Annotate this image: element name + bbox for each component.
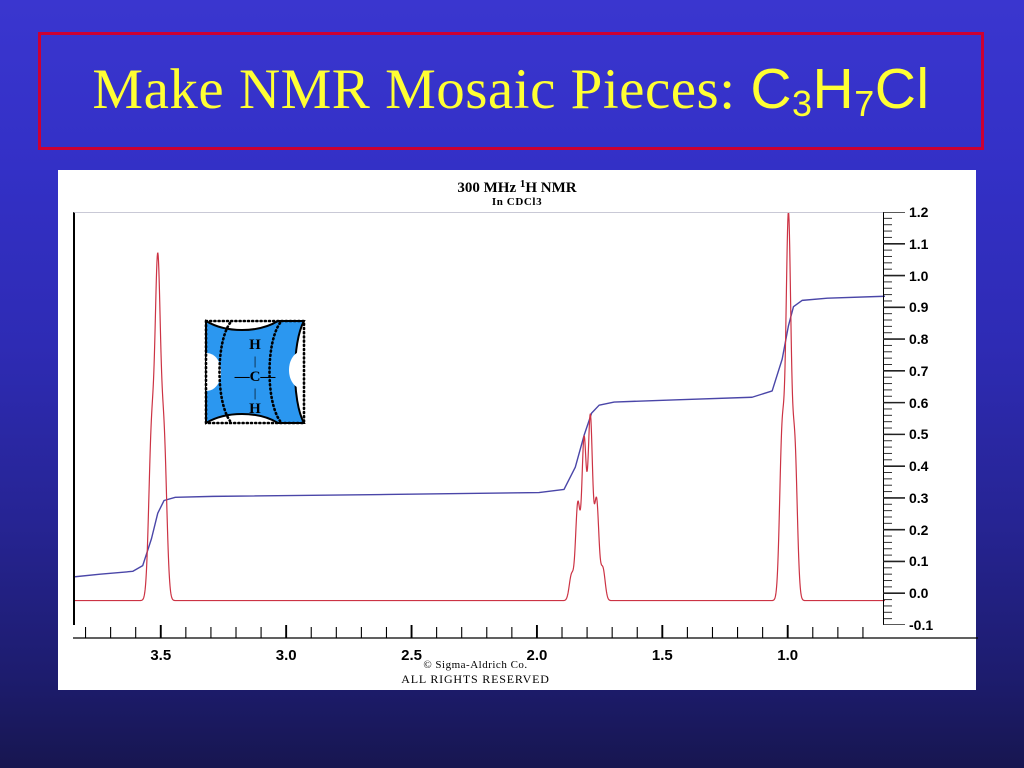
piece-left-socket	[206, 353, 221, 391]
y-axis-tick-label: 1.0	[909, 267, 929, 284]
piece-label-c: —C—	[234, 369, 277, 385]
integral-curve	[75, 295, 885, 578]
copyright-line-2: ALL RIGHTS RESERVED	[401, 672, 550, 686]
title-separator: :	[719, 57, 751, 121]
piece-right-socket	[289, 351, 304, 389]
y-axis-tick-label: 0.8	[909, 331, 929, 348]
chart-title-frequency: 300 MHz	[457, 179, 520, 196]
page-title: Make NMR Mosaic Pieces: C3H7Cl	[92, 57, 929, 122]
mosaic-piece-ch2[interactable]: H | —C— | H	[200, 313, 310, 431]
title-main-text: Make NMR Mosaic Pieces	[92, 57, 720, 121]
title-formula: C3H7Cl	[750, 57, 929, 121]
piece-dotted-frame	[204, 319, 306, 425]
slide-title-banner: Make NMR Mosaic Pieces: C3H7Cl	[38, 32, 984, 150]
nmr-trace	[75, 213, 885, 602]
x-axis-ticks	[73, 625, 978, 639]
y-axis: -0.1 0.0 0.1 0.2 0.3 0.4 0.5 0.6 0.7 0.8 0.9 1.0 1.1…	[883, 204, 978, 633]
formula-hydrogen-count: 7	[854, 82, 875, 124]
x-axis-tick-label: 3.0	[275, 647, 297, 664]
piece-dotted-curve-left	[218, 321, 232, 423]
y-axis-tick-label: 0.3	[909, 489, 929, 506]
mosaic-piece-graphic: H | —C— | H	[204, 319, 306, 425]
piece-dotted-curve-right	[268, 321, 282, 423]
x-axis: 3.5 3.0 2.5 2.0 1.5 1.0	[73, 625, 978, 665]
plot-area: H | —C— | H	[73, 212, 885, 625]
piece-bond-bottom: |	[254, 385, 257, 400]
chart-title: 300 MHz 1H NMR	[58, 178, 976, 197]
y-axis-tick-label: 0.4	[909, 458, 929, 475]
formula-carbon: C	[750, 56, 792, 121]
formula-hydrogen: H	[812, 56, 855, 121]
piece-label-h-top: H	[249, 337, 261, 353]
x-axis-tick-label: 2.5	[401, 647, 422, 664]
y-axis-tick-label: -0.1	[909, 617, 934, 633]
x-axis-tick-label: 2.0	[526, 647, 548, 664]
y-axis-tick-label: 0.7	[909, 362, 929, 379]
nmr-spectrum-panel: 300 MHz 1H NMR In CDCl3	[58, 170, 978, 690]
piece-label-h-bottom: H	[249, 401, 261, 417]
y-axis-tick-label: 1.1	[909, 235, 929, 252]
chart-title-nucleus: H NMR	[525, 179, 577, 196]
formula-chlorine: Cl	[874, 56, 930, 121]
y-axis-tick-label: 0.0	[909, 585, 929, 602]
piece-bond-top: |	[254, 353, 257, 368]
y-axis-tick-label: 0.5	[909, 426, 929, 443]
copyright-line-1: © Sigma-Aldrich Co.	[423, 659, 528, 671]
spectrum-plot-canvas	[75, 213, 885, 602]
x-axis-tick-label: 1.5	[651, 647, 673, 664]
chart-subtitle-solvent: In CDCl3	[491, 196, 543, 208]
y-axis-tick-label: 0.6	[909, 394, 929, 411]
formula-carbon-count: 3	[792, 82, 813, 124]
y-axis-tick-label: 0.2	[909, 521, 929, 538]
x-axis-tick-label: 3.5	[150, 647, 172, 664]
y-axis-ticks	[883, 212, 905, 625]
x-axis-tick-label: 1.0	[777, 647, 799, 664]
y-axis-tick-label: 0.1	[909, 553, 929, 570]
y-axis-tick-label: 0.9	[909, 299, 929, 316]
chart-title-isotope: 1	[519, 178, 526, 190]
y-axis-tick-label: 1.2	[909, 204, 929, 220]
